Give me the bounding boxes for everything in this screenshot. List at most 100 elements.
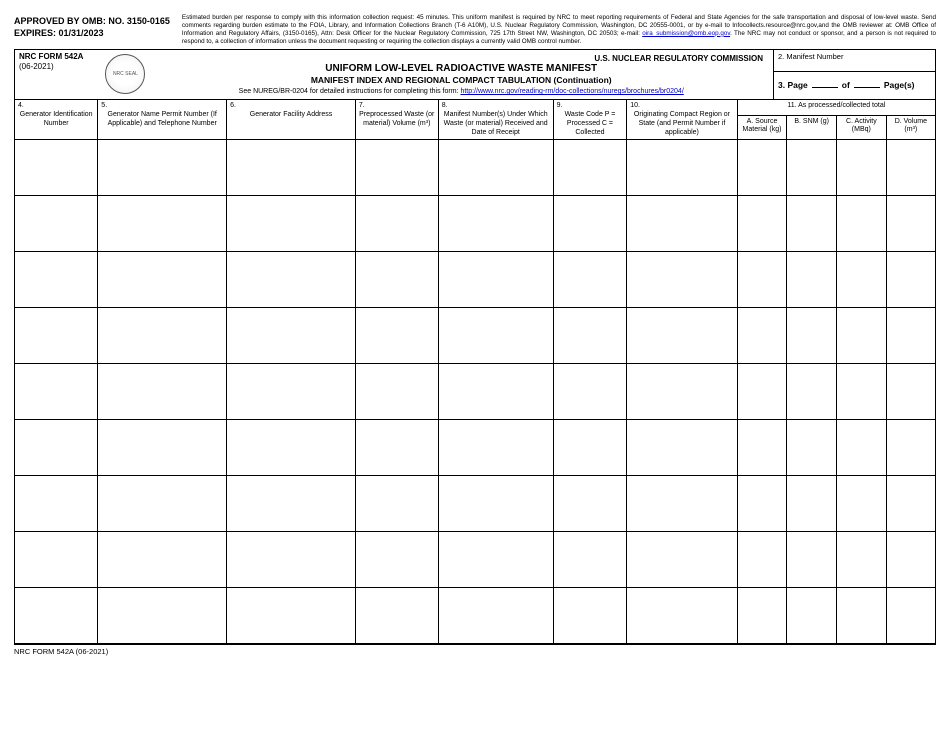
- table-cell[interactable]: [98, 196, 227, 252]
- table-cell[interactable]: [15, 308, 98, 364]
- table-cell[interactable]: [787, 252, 837, 308]
- table-cell[interactable]: [837, 252, 887, 308]
- table-cell[interactable]: [98, 308, 227, 364]
- table-cell[interactable]: [15, 196, 98, 252]
- table-cell[interactable]: [737, 308, 787, 364]
- table-cell[interactable]: [355, 364, 438, 420]
- table-cell[interactable]: [355, 532, 438, 588]
- table-cell[interactable]: [787, 196, 837, 252]
- table-cell[interactable]: [627, 364, 737, 420]
- table-cell[interactable]: [627, 476, 737, 532]
- table-cell[interactable]: [886, 140, 935, 196]
- table-cell[interactable]: [15, 588, 98, 644]
- table-cell[interactable]: [355, 588, 438, 644]
- table-cell[interactable]: [98, 364, 227, 420]
- table-cell[interactable]: [886, 308, 935, 364]
- table-cell[interactable]: [837, 196, 887, 252]
- table-cell[interactable]: [98, 588, 227, 644]
- table-cell[interactable]: [787, 140, 837, 196]
- table-cell[interactable]: [627, 140, 737, 196]
- table-cell[interactable]: [837, 308, 887, 364]
- table-cell[interactable]: [438, 420, 553, 476]
- table-cell[interactable]: [737, 140, 787, 196]
- table-cell[interactable]: [227, 532, 356, 588]
- table-cell[interactable]: [737, 476, 787, 532]
- table-cell[interactable]: [627, 308, 737, 364]
- table-cell[interactable]: [15, 252, 98, 308]
- table-cell[interactable]: [98, 140, 227, 196]
- table-cell[interactable]: [355, 252, 438, 308]
- table-cell[interactable]: [627, 196, 737, 252]
- table-cell[interactable]: [227, 252, 356, 308]
- table-cell[interactable]: [227, 140, 356, 196]
- table-cell[interactable]: [627, 420, 737, 476]
- table-cell[interactable]: [886, 532, 935, 588]
- table-cell[interactable]: [98, 532, 227, 588]
- table-cell[interactable]: [227, 196, 356, 252]
- table-cell[interactable]: [787, 532, 837, 588]
- table-cell[interactable]: [886, 476, 935, 532]
- table-cell[interactable]: [837, 476, 887, 532]
- table-cell[interactable]: [627, 252, 737, 308]
- table-cell[interactable]: [15, 364, 98, 420]
- table-cell[interactable]: [886, 364, 935, 420]
- table-cell[interactable]: [438, 532, 553, 588]
- table-cell[interactable]: [787, 308, 837, 364]
- table-cell[interactable]: [438, 364, 553, 420]
- table-cell[interactable]: [553, 420, 627, 476]
- page-total-blank[interactable]: [854, 78, 880, 88]
- table-cell[interactable]: [627, 532, 737, 588]
- table-cell[interactable]: [837, 588, 887, 644]
- table-cell[interactable]: [787, 476, 837, 532]
- table-cell[interactable]: [837, 532, 887, 588]
- table-cell[interactable]: [553, 140, 627, 196]
- instructions-link[interactable]: http://www.nrc.gov/reading-rm/doc-collec…: [460, 88, 683, 95]
- table-cell[interactable]: [787, 364, 837, 420]
- table-cell[interactable]: [886, 252, 935, 308]
- table-cell[interactable]: [737, 252, 787, 308]
- table-cell[interactable]: [553, 476, 627, 532]
- table-cell[interactable]: [438, 476, 553, 532]
- table-cell[interactable]: [553, 532, 627, 588]
- table-cell[interactable]: [737, 364, 787, 420]
- table-cell[interactable]: [227, 420, 356, 476]
- table-cell[interactable]: [355, 196, 438, 252]
- table-cell[interactable]: [227, 476, 356, 532]
- table-cell[interactable]: [737, 532, 787, 588]
- table-cell[interactable]: [438, 252, 553, 308]
- table-cell[interactable]: [837, 420, 887, 476]
- table-cell[interactable]: [355, 308, 438, 364]
- page-current-blank[interactable]: [812, 78, 838, 88]
- table-cell[interactable]: [438, 588, 553, 644]
- table-cell[interactable]: [98, 252, 227, 308]
- table-cell[interactable]: [355, 420, 438, 476]
- table-cell[interactable]: [438, 196, 553, 252]
- table-cell[interactable]: [886, 196, 935, 252]
- table-cell[interactable]: [98, 476, 227, 532]
- table-cell[interactable]: [438, 308, 553, 364]
- table-cell[interactable]: [227, 588, 356, 644]
- table-cell[interactable]: [553, 364, 627, 420]
- table-cell[interactable]: [886, 588, 935, 644]
- table-cell[interactable]: [737, 196, 787, 252]
- table-cell[interactable]: [355, 140, 438, 196]
- table-cell[interactable]: [15, 420, 98, 476]
- table-cell[interactable]: [837, 140, 887, 196]
- table-cell[interactable]: [837, 364, 887, 420]
- table-cell[interactable]: [553, 308, 627, 364]
- table-cell[interactable]: [553, 252, 627, 308]
- table-cell[interactable]: [787, 420, 837, 476]
- table-cell[interactable]: [98, 420, 227, 476]
- table-cell[interactable]: [886, 420, 935, 476]
- table-cell[interactable]: [227, 364, 356, 420]
- table-cell[interactable]: [627, 588, 737, 644]
- table-cell[interactable]: [227, 308, 356, 364]
- table-cell[interactable]: [553, 196, 627, 252]
- table-cell[interactable]: [15, 476, 98, 532]
- table-cell[interactable]: [15, 140, 98, 196]
- table-cell[interactable]: [15, 532, 98, 588]
- table-cell[interactable]: [787, 588, 837, 644]
- table-cell[interactable]: [737, 420, 787, 476]
- table-cell[interactable]: [737, 588, 787, 644]
- burden-email-link[interactable]: oira_submission@omb.eop.gov: [642, 30, 730, 37]
